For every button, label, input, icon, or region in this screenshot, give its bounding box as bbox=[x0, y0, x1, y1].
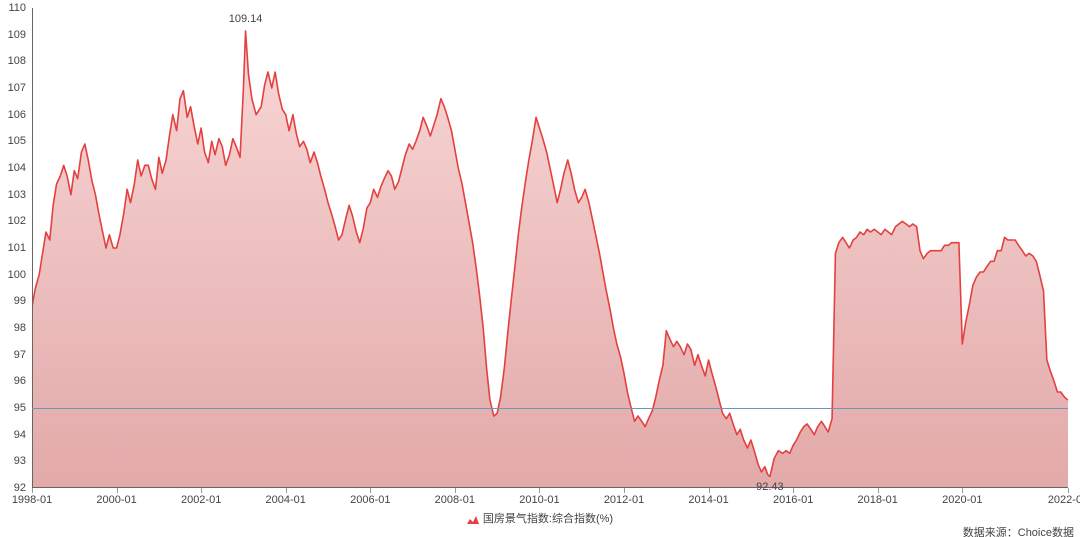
x-tick-label: 2006-01 bbox=[350, 494, 390, 506]
y-tick-label: 94 bbox=[14, 429, 26, 441]
x-tick-mark bbox=[1068, 488, 1069, 493]
x-tick-label: 2000-01 bbox=[96, 494, 136, 506]
x-tick-mark bbox=[793, 488, 794, 493]
x-tick-label: 2018-01 bbox=[858, 494, 898, 506]
x-tick-mark bbox=[539, 488, 540, 493]
x-tick-label: 2010-01 bbox=[519, 494, 559, 506]
y-tick-label: 98 bbox=[14, 322, 26, 334]
x-tick-mark bbox=[32, 488, 33, 493]
x-tick-mark bbox=[286, 488, 287, 493]
x-tick-label: 1998-01 bbox=[12, 494, 52, 506]
x-tick-mark bbox=[201, 488, 202, 493]
y-tick-label: 107 bbox=[8, 82, 26, 94]
area-series bbox=[32, 8, 1068, 488]
x-tick-label: 2008-01 bbox=[435, 494, 475, 506]
x-tick-label: 2022-07 bbox=[1048, 494, 1080, 506]
y-tick-label: 95 bbox=[14, 402, 26, 414]
x-tick-mark bbox=[962, 488, 963, 493]
x-tick-label: 2016-01 bbox=[773, 494, 813, 506]
y-axis-line bbox=[32, 8, 33, 488]
x-tick-mark bbox=[455, 488, 456, 493]
y-tick-label: 100 bbox=[8, 269, 26, 281]
area-fill bbox=[32, 31, 1068, 488]
plot-area: 9293949596979899100101102103104105106107… bbox=[32, 8, 1068, 488]
y-tick-label: 93 bbox=[14, 455, 26, 467]
y-tick-label: 96 bbox=[14, 375, 26, 387]
x-tick-label: 2020-01 bbox=[942, 494, 982, 506]
y-tick-label: 106 bbox=[8, 109, 26, 121]
y-tick-label: 103 bbox=[8, 189, 26, 201]
legend-label: 国房景气指数:综合指数(%) bbox=[483, 513, 613, 525]
y-tick-label: 97 bbox=[14, 349, 26, 361]
y-tick-label: 102 bbox=[8, 215, 26, 227]
legend-swatch bbox=[467, 514, 479, 524]
x-tick-mark bbox=[624, 488, 625, 493]
x-axis-line bbox=[32, 487, 1068, 488]
legend: 国房景气指数:综合指数(%) bbox=[0, 510, 1080, 526]
y-tick-label: 101 bbox=[8, 242, 26, 254]
reference-line bbox=[32, 408, 1068, 409]
x-tick-label: 2002-01 bbox=[181, 494, 221, 506]
x-tick-mark bbox=[878, 488, 879, 493]
x-tick-mark bbox=[370, 488, 371, 493]
y-tick-label: 105 bbox=[8, 135, 26, 147]
x-tick-label: 2014-01 bbox=[688, 494, 728, 506]
point-annotation: 92.43 bbox=[756, 481, 784, 493]
y-tick-label: 99 bbox=[14, 295, 26, 307]
y-tick-label: 92 bbox=[14, 482, 26, 494]
y-tick-label: 108 bbox=[8, 55, 26, 67]
x-tick-label: 2012-01 bbox=[604, 494, 644, 506]
x-tick-label: 2004-01 bbox=[266, 494, 306, 506]
chart-container: 92 93 94 95 96 97 98 99 100 101 102 103 104 105 106 107… bbox=[0, 0, 1080, 537]
point-annotation: 109.14 bbox=[229, 13, 263, 25]
y-tick-label: 104 bbox=[8, 162, 26, 174]
data-source: 数据来源：Choice数据 bbox=[963, 524, 1074, 537]
x-tick-mark bbox=[117, 488, 118, 493]
y-tick-label: 109 bbox=[8, 29, 26, 41]
y-tick-label: 110 bbox=[8, 2, 26, 14]
x-tick-mark bbox=[709, 488, 710, 493]
